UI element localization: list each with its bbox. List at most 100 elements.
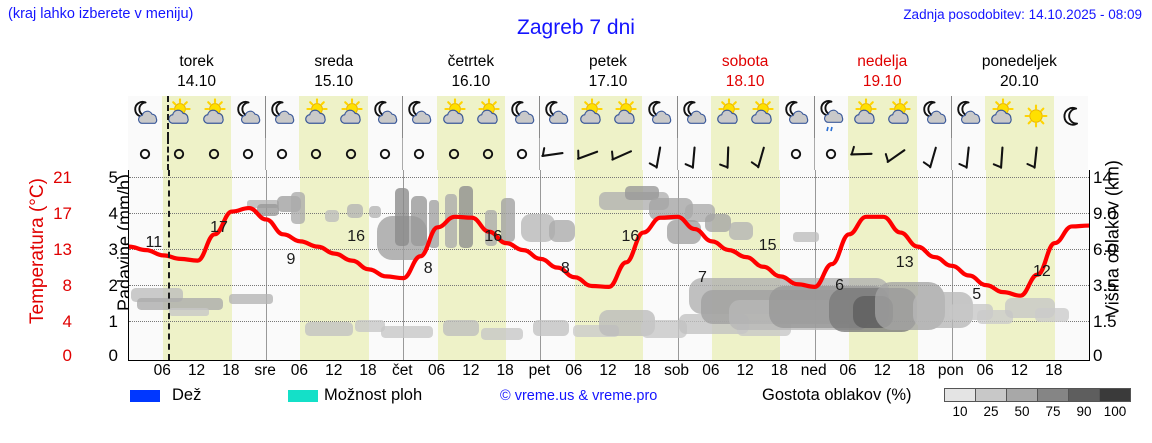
temperature-tick: 21 [53, 168, 72, 187]
temperature-max-label: 16 [484, 227, 503, 245]
cloud-density-value: 75 [1045, 404, 1061, 419]
moon-cloud-icon [779, 96, 813, 138]
temperature-min-label: 6 [835, 277, 845, 295]
credit-link[interactable]: © vreme.us & vreme.pro [500, 388, 658, 404]
cloud-density-swatch [1068, 388, 1100, 402]
x-tick-label: pon [937, 362, 964, 379]
precipitation-tick: 2 [108, 276, 118, 295]
precipitation-tick: 5 [108, 168, 118, 187]
wind-barb-symbol [539, 138, 573, 170]
cloud-height-tick: 14 [1093, 168, 1112, 187]
temperature-curve [129, 205, 1089, 298]
gridline [129, 249, 1089, 250]
day-separator [266, 170, 268, 360]
cloud-density-swatch [944, 388, 976, 402]
cloud-height-tick: 9.0 [1093, 204, 1117, 223]
cloud-density-value: 50 [1014, 404, 1030, 419]
day-header-petek: petek 17.10 [539, 52, 676, 92]
day-separator [265, 96, 267, 138]
x-tick-label: 12 [873, 362, 891, 379]
precipitation-tick: 4 [108, 204, 118, 223]
cloud-density-value: 10 [952, 404, 968, 419]
moon-cloud-icon [539, 96, 573, 138]
day-name: petek [589, 53, 627, 70]
day-name: sreda [314, 53, 354, 70]
wind-calm-symbol [196, 138, 231, 170]
x-tick-label: 06 [565, 362, 583, 379]
wind-barb-symbol [951, 138, 985, 170]
wind-calm-symbol [368, 138, 402, 170]
wind-calm-symbol [402, 138, 436, 170]
day-separator [403, 170, 405, 360]
temperature-max-label: 13 [895, 254, 914, 272]
wind-calm-symbol [436, 138, 471, 170]
weather-icon-strip [128, 96, 1088, 138]
x-tick-label: čet [391, 362, 413, 379]
temperature-tick: 13 [53, 240, 72, 259]
cloud-density-value: 90 [1076, 404, 1092, 419]
day-header-četrtek: četrtek 16.10 [402, 52, 539, 92]
sun-cloud-icon [299, 96, 334, 138]
x-tick-label: 06 [839, 362, 857, 379]
gridline [129, 213, 1089, 214]
day-separator [950, 138, 952, 170]
wind-calm-symbol [779, 138, 813, 170]
daylight-band [163, 170, 232, 360]
temperature-min-label: 7 [697, 268, 707, 286]
temperature-tick: 4 [62, 312, 72, 331]
wind-barb-strip [128, 138, 1088, 170]
cloud-height-tick: 3.5 [1093, 276, 1117, 295]
x-tick-label: 06 [290, 362, 309, 379]
moon-cloud-icon [677, 96, 711, 138]
x-axis-tick-labels: 06 12 18 sre 06 12 18 čet 06 12 18 pet 06 12 18 sob 06 12… [128, 362, 1088, 384]
wind-barb-symbol [573, 138, 608, 170]
x-tick-label: 06 [153, 362, 171, 379]
temperature-tick: 8 [62, 276, 72, 295]
moon-cloud-icon [505, 96, 539, 138]
cloud-density-legend-title: Gostota oblakov (%) [762, 386, 912, 404]
x-tick-label: ned [800, 362, 827, 379]
x-tick-label: 06 [702, 362, 720, 379]
temperature-tick: 17 [53, 204, 72, 223]
moon-cloud-icon [951, 96, 985, 138]
temperature-max-label: 17 [210, 219, 228, 237]
day-name: sobota [721, 53, 769, 70]
day-header-nedelja: nedelja 19.10 [814, 52, 951, 92]
day-date: 20.10 [1000, 73, 1039, 90]
precipitation-tick: 0 [108, 346, 118, 365]
sun-cloud-icon [608, 96, 643, 138]
wind-calm-symbol [505, 138, 539, 170]
day-date: 15.10 [314, 73, 354, 90]
wind-barb-symbol [917, 138, 951, 170]
x-tick-label: sre [254, 362, 276, 379]
x-tick-label: 06 [976, 362, 994, 379]
wind-calm-symbol [333, 138, 368, 170]
wind-barb-symbol [985, 138, 1020, 170]
day-separator [676, 96, 678, 138]
day-name: nedelja [857, 53, 908, 70]
moon-cloud-icon [917, 96, 951, 138]
rain-legend-label: Dež [172, 386, 202, 404]
cloud-density-value: 100 [1103, 404, 1127, 419]
moon-cloud-icon [402, 96, 436, 138]
precipitation-tick: 1 [108, 312, 118, 331]
x-tick-label: 18 [1045, 362, 1063, 379]
moon-cloud-icon [265, 96, 299, 138]
sun-cloud-icon [710, 96, 746, 138]
day-separator [402, 138, 404, 170]
wind-barb-symbol [642, 138, 676, 170]
day-date: 17.10 [588, 73, 628, 90]
cloud-density-layer [131, 186, 1069, 340]
gridline [129, 177, 1089, 178]
temperature-max-label: 12 [1032, 262, 1051, 280]
day-header-sreda: sreda 15.10 [265, 52, 402, 92]
x-tick-label: 18 [222, 362, 240, 379]
x-tick-label: 12 [599, 362, 617, 379]
moon-cloud-icon [231, 96, 265, 138]
current-time-marker [167, 138, 170, 170]
x-tick-label: pet [528, 362, 551, 379]
x-tick-label: 06 [427, 362, 446, 379]
wind-calm-symbol [128, 138, 162, 170]
sun-cloud-icon [470, 96, 506, 138]
